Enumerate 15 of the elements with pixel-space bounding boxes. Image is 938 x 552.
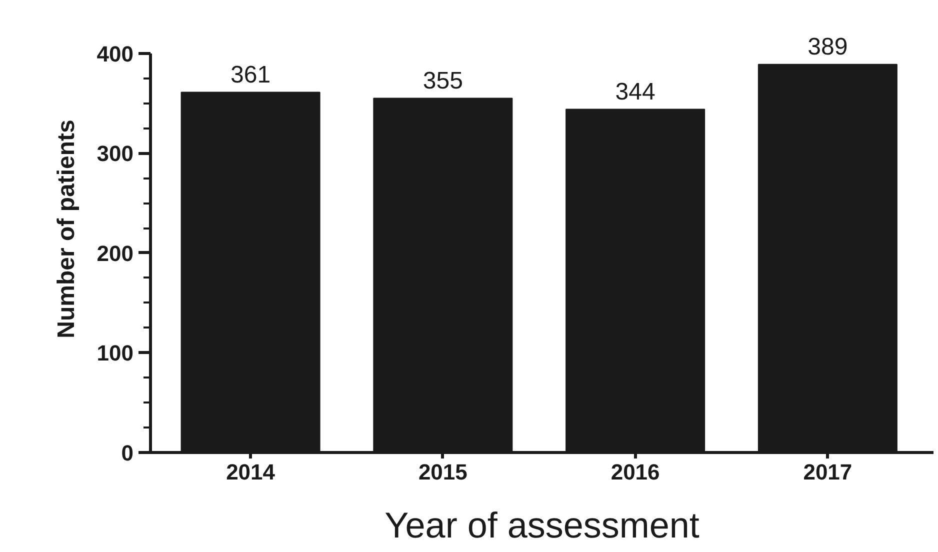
y-tick-label: 100 — [96, 340, 134, 366]
data-label: 389 — [808, 33, 848, 60]
y-tick-label: 200 — [96, 240, 134, 266]
data-label: 361 — [230, 61, 271, 88]
data-label: 355 — [422, 67, 463, 94]
data-label: 344 — [615, 78, 656, 106]
y-tick-label: 0 — [121, 440, 134, 466]
x-axis-title: Year of assessment — [384, 504, 700, 546]
x-tick-label: 2017 — [803, 460, 852, 484]
y-tick-label: 400 — [96, 41, 134, 66]
x-tick-label: 2014 — [226, 460, 276, 484]
x-tick-label: 2016 — [610, 460, 660, 484]
y-tick-label: 300 — [96, 141, 134, 166]
x-tick-label: 2015 — [418, 460, 468, 484]
y-axis-title: Number of patients — [52, 120, 80, 338]
